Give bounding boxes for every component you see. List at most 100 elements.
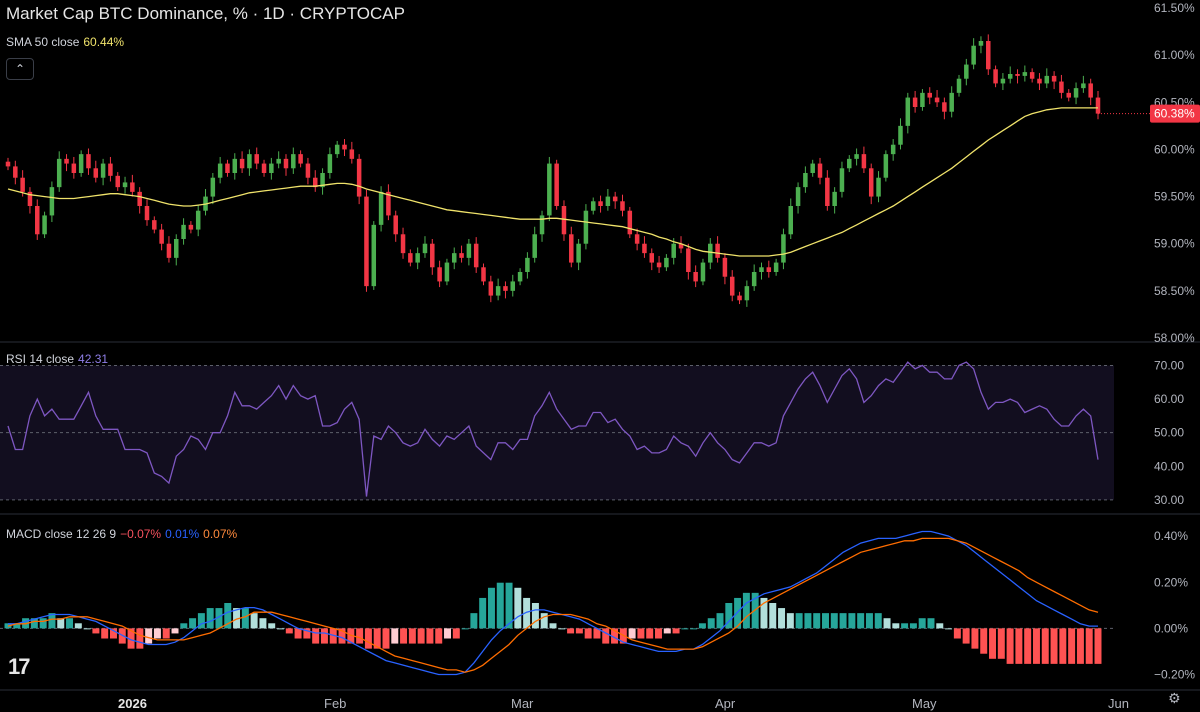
gear-icon[interactable]: ⚙ bbox=[1168, 690, 1181, 706]
candle-body bbox=[964, 64, 969, 79]
macd-hist-bar bbox=[962, 628, 970, 644]
rsi-line bbox=[7, 361, 1099, 497]
candle-body bbox=[986, 41, 991, 70]
candle-body bbox=[166, 243, 172, 258]
rsi-label: RSI 14 close bbox=[6, 352, 75, 366]
chevron-up-icon: ⌃ bbox=[14, 62, 26, 76]
candle-body bbox=[693, 272, 698, 282]
macd-hist-bar bbox=[66, 618, 74, 629]
macd-hist-bar bbox=[953, 628, 961, 639]
candle-body bbox=[708, 243, 713, 263]
price-tick-label: 59.00% bbox=[1154, 237, 1195, 251]
macd-hist-bar bbox=[1024, 628, 1032, 664]
candle-body bbox=[590, 201, 596, 211]
x-tick-label: Mar bbox=[511, 696, 534, 711]
rsi-legend[interactable]: RSI 14 close 42.31 bbox=[6, 352, 108, 366]
macd-hist-bar bbox=[435, 628, 443, 644]
macd-hist-bar bbox=[690, 628, 698, 630]
macd-line bbox=[8, 530, 1098, 676]
candle-body bbox=[1022, 72, 1028, 76]
candle-body bbox=[547, 163, 552, 216]
macd-hist-bar bbox=[716, 613, 724, 629]
macd-hist-bar bbox=[30, 618, 38, 629]
macd-hist-bar bbox=[338, 628, 346, 644]
candle-body bbox=[729, 276, 735, 296]
macd-hist-bar bbox=[373, 628, 381, 649]
candle-body bbox=[371, 224, 377, 287]
macd-hist-bar bbox=[971, 628, 979, 649]
macd-hist-bar bbox=[778, 608, 786, 629]
candle-body bbox=[1095, 97, 1101, 114]
rsi-tick-label: 40.00 bbox=[1154, 459, 1184, 473]
candle-body bbox=[195, 210, 201, 230]
macd-hist-bar bbox=[734, 597, 742, 629]
candle-body bbox=[386, 191, 391, 216]
candle-body bbox=[927, 92, 932, 98]
candle-body bbox=[700, 262, 706, 282]
x-tick-label: Jun bbox=[1108, 696, 1129, 711]
tradingview-logo[interactable]: 17 bbox=[8, 654, 31, 679]
macd-hist-bar bbox=[540, 613, 548, 629]
rsi-tick-label: 30.00 bbox=[1154, 493, 1184, 507]
macd-hist-bar bbox=[13, 623, 21, 629]
candle-body bbox=[415, 253, 420, 263]
macd-legend[interactable]: MACD close 12 26 9 −0.07% 0.01% 0.07% bbox=[6, 527, 237, 541]
candle-body bbox=[788, 206, 794, 235]
candle-body bbox=[35, 206, 40, 235]
candle-body bbox=[744, 286, 750, 301]
macd-hist-bar bbox=[83, 628, 91, 630]
candle-body bbox=[656, 262, 662, 268]
macd-hist-bar bbox=[145, 628, 153, 644]
candle-body bbox=[569, 234, 574, 263]
macd-hist-bar bbox=[197, 613, 205, 629]
macd-hist-bar bbox=[233, 608, 241, 629]
candle-body bbox=[1081, 83, 1086, 89]
candle-body bbox=[1073, 88, 1079, 98]
candle-body bbox=[1000, 78, 1006, 84]
macd-hist-bar bbox=[1041, 628, 1049, 664]
macd-tick-label: 0.00% bbox=[1154, 621, 1188, 635]
macd-hist-bar bbox=[769, 603, 777, 629]
candle-body bbox=[437, 267, 442, 282]
macd-hist-bar bbox=[901, 623, 909, 629]
candle-body bbox=[137, 191, 142, 206]
macd-hist-bar bbox=[312, 628, 320, 644]
candle-body bbox=[678, 243, 684, 249]
sma-value: 60.44% bbox=[83, 35, 125, 49]
candle-body bbox=[671, 243, 676, 258]
candle-body bbox=[649, 253, 655, 263]
candle-body bbox=[598, 201, 603, 206]
candle-body bbox=[1088, 83, 1093, 98]
macd-hist-bar bbox=[277, 628, 284, 630]
candle-body bbox=[298, 154, 303, 164]
macd-hist-bar bbox=[408, 628, 416, 644]
candle-body bbox=[312, 177, 318, 188]
candle-body bbox=[481, 267, 486, 282]
candle-body bbox=[942, 102, 947, 112]
macd-hist-bar bbox=[180, 623, 188, 629]
macd-hist-bar bbox=[602, 628, 610, 644]
candle-body bbox=[349, 149, 355, 159]
sma-legend[interactable]: SMA 50 close 60.44% bbox=[6, 35, 124, 49]
candle-body bbox=[1015, 74, 1020, 76]
candle-body bbox=[320, 173, 325, 188]
macd-hist-bar bbox=[364, 628, 372, 649]
macd-hist-bar bbox=[822, 613, 829, 629]
candle-body bbox=[71, 163, 77, 173]
candle-body bbox=[868, 168, 874, 197]
candle-body bbox=[627, 210, 633, 235]
macd-hist-bar bbox=[452, 628, 460, 639]
macd-label: MACD close 12 26 9 bbox=[6, 527, 117, 541]
collapse-legend-button[interactable]: ⌃ bbox=[6, 58, 34, 80]
candle-body bbox=[327, 154, 333, 173]
rsi-tick-label: 50.00 bbox=[1154, 426, 1184, 440]
macd-hist-bar bbox=[1094, 628, 1102, 664]
candle-body bbox=[722, 257, 728, 277]
candle-body bbox=[159, 229, 164, 244]
sma-label: SMA 50 close bbox=[6, 35, 80, 49]
candle-body bbox=[817, 163, 823, 178]
candle-body bbox=[1029, 72, 1035, 79]
macd-hist-bar bbox=[479, 597, 487, 629]
price-tick-label: 58.00% bbox=[1154, 331, 1195, 345]
